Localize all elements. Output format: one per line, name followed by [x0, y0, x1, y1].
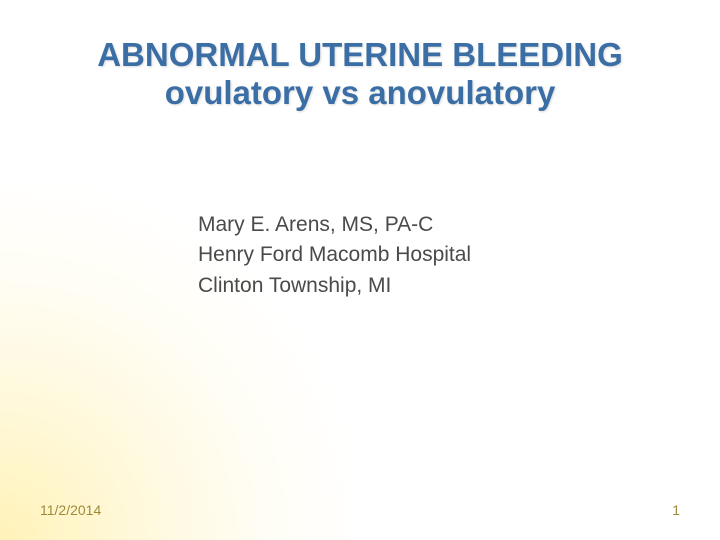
- footer-date: 11/2/2014: [40, 502, 101, 518]
- location-line: Clinton Township, MI: [198, 271, 471, 301]
- body-block: Mary E. Arens, MS, PA-C Henry Ford Macom…: [198, 210, 471, 301]
- affiliation-line: Henry Ford Macomb Hospital: [198, 240, 471, 270]
- title-block: ABNORMAL UTERINE BLEEDING ovulatory vs a…: [0, 36, 720, 112]
- author-line: Mary E. Arens, MS, PA-C: [198, 210, 471, 240]
- footer-page-number: 1: [672, 502, 680, 518]
- title-line-1: ABNORMAL UTERINE BLEEDING: [0, 36, 720, 74]
- title-line-2: ovulatory vs anovulatory: [0, 74, 720, 112]
- slide: ABNORMAL UTERINE BLEEDING ovulatory vs a…: [0, 0, 720, 540]
